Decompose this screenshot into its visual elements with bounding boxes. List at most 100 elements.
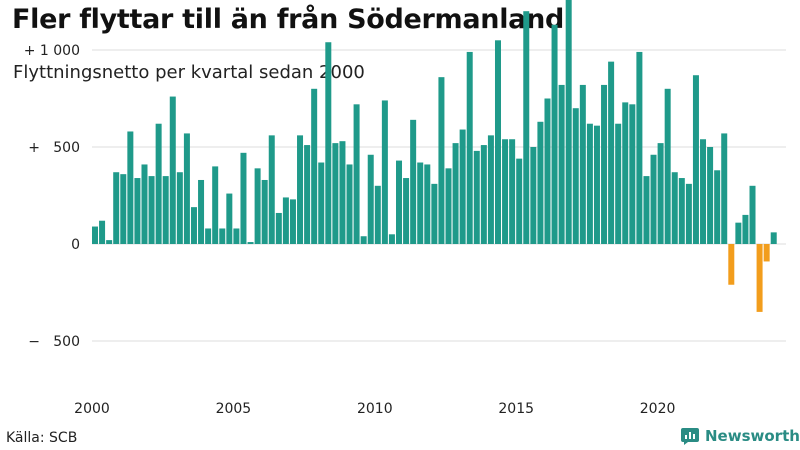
bar: [332, 143, 339, 244]
y-tick-label: + 500: [28, 140, 80, 156]
bar: [537, 121, 544, 244]
bar: [601, 84, 608, 244]
bar: [388, 234, 395, 244]
bar: [487, 135, 494, 244]
bar: [346, 164, 353, 244]
chart-subtitle: Flyttningsnetto per kvartal sedan 2000: [13, 62, 365, 83]
bar: [452, 143, 459, 244]
bar: [650, 154, 657, 244]
bar: [473, 150, 480, 244]
bar: [445, 168, 452, 244]
bar: [459, 129, 466, 244]
bar: [544, 98, 551, 244]
bar: [134, 178, 141, 244]
bar: [141, 164, 148, 244]
bar: [742, 214, 749, 244]
bar: [657, 143, 664, 244]
brand-logo: Newsworthy: [680, 426, 800, 446]
brand-name: Newsworthy: [705, 427, 800, 445]
bar: [169, 96, 176, 244]
bar: [671, 172, 678, 244]
bar: [579, 84, 586, 244]
bar: [728, 244, 735, 285]
bar: [212, 166, 219, 244]
bar: [608, 61, 615, 244]
bar: [205, 228, 212, 244]
x-axis-ticks: 2000 2005 2010 2015 2020: [74, 401, 675, 417]
bar: [120, 174, 127, 244]
bar: [311, 88, 318, 244]
bar: [685, 183, 692, 244]
bar: [183, 133, 190, 244]
bar: [127, 131, 134, 244]
bar: [219, 228, 226, 244]
bar: [678, 178, 685, 244]
bar: [198, 179, 205, 244]
bars: [92, 0, 777, 312]
bar: [247, 242, 254, 244]
bar: [615, 123, 622, 244]
bar: [431, 183, 438, 244]
x-tick-label: 2005: [216, 401, 252, 417]
bar: [176, 172, 183, 244]
bar: [410, 119, 417, 244]
bar: [509, 139, 516, 244]
bar: [770, 232, 777, 244]
bar: [381, 100, 388, 244]
bar: [565, 0, 572, 244]
bar: [353, 104, 360, 244]
bar: [92, 226, 98, 244]
y-tick-label: 0: [71, 237, 80, 253]
bar: [636, 51, 643, 244]
bar: [466, 51, 473, 244]
bar: [360, 236, 367, 244]
bar: [629, 104, 636, 244]
bar: [367, 154, 374, 244]
bar: [261, 179, 268, 244]
bar: [396, 160, 403, 244]
bar: [438, 77, 445, 244]
x-tick-label: 2015: [498, 401, 534, 417]
bar: [190, 207, 197, 244]
bar: [572, 108, 579, 244]
bar: [763, 244, 770, 262]
bar: [275, 212, 282, 244]
newsworthy-logo-icon: [681, 428, 699, 445]
bar: [664, 88, 671, 244]
y-tick-label: + 1 000: [24, 43, 80, 59]
bar: [268, 135, 275, 244]
bar: [233, 228, 240, 244]
bar: [282, 197, 289, 244]
bar: [240, 152, 247, 244]
bar: [707, 147, 714, 244]
bar: [289, 199, 296, 244]
bar: [502, 139, 509, 244]
bar: [643, 176, 650, 244]
bar: [714, 170, 721, 244]
bar: [551, 24, 558, 245]
bar: [403, 178, 410, 244]
x-tick-label: 2000: [74, 401, 110, 417]
bar: [417, 162, 424, 244]
bar: [721, 133, 728, 244]
bar: [756, 244, 763, 312]
bar: [749, 185, 756, 244]
y-tick-label: − 500: [28, 334, 80, 350]
bar: [593, 125, 600, 244]
bar: [523, 11, 530, 245]
bar: [148, 176, 155, 244]
bar: [530, 147, 537, 244]
bar: [254, 168, 261, 244]
bar: [586, 123, 593, 244]
bar: [113, 172, 120, 244]
source-note: Källa: SCB: [6, 430, 78, 446]
bar: [339, 141, 346, 244]
bar: [374, 185, 381, 244]
bar: [106, 240, 113, 244]
bar: [155, 123, 162, 244]
x-tick-label: 2020: [640, 401, 676, 417]
chart-title: Fler flyttar till än från Södermanland: [12, 4, 565, 35]
bar: [494, 40, 501, 244]
